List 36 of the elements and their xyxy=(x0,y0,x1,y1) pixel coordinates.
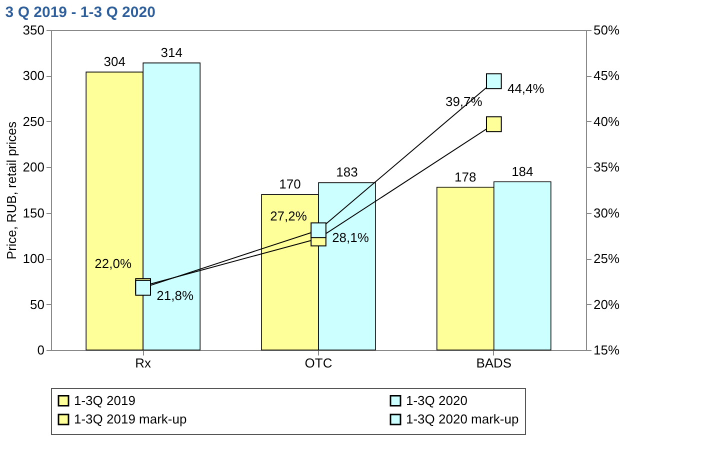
y2-tick-label: 50% xyxy=(594,22,620,38)
legend-label: 1-3Q 2020 xyxy=(406,392,468,408)
data-label: 314 xyxy=(160,44,182,60)
y2-tick-label: 15% xyxy=(594,342,620,358)
legend-label: 1-3Q 2019 mark-up xyxy=(74,412,187,426)
data-label: 184 xyxy=(512,164,534,179)
y-tick-label: 50 xyxy=(30,296,44,312)
y-tick-label: 200 xyxy=(22,160,44,175)
data-label: 304 xyxy=(104,54,126,70)
data-label: 178 xyxy=(454,169,476,184)
data-label: 183 xyxy=(336,164,358,180)
y-axis-title: Price, RUB, retail prices xyxy=(4,121,19,260)
y2-tick-label: 20% xyxy=(594,296,620,312)
data-label: 21,8% xyxy=(156,288,194,303)
data-label: 170 xyxy=(279,176,301,192)
data-label: 44,4% xyxy=(507,81,545,96)
legend-label: 1-3Q 2020 mark-up xyxy=(406,412,519,426)
x-tick-label: BADS xyxy=(476,356,512,370)
legend-label: 1-3Q 2019 xyxy=(74,392,136,408)
y2-tick-label: 25% xyxy=(594,251,620,266)
y-tick-label: 250 xyxy=(22,114,44,129)
y2-tick-label: 30% xyxy=(594,205,620,220)
data-label: 28,1% xyxy=(332,230,370,246)
x-tick-label: Rx xyxy=(135,356,152,370)
y2-tick-label: 45% xyxy=(594,68,620,84)
y-tick-label: 150 xyxy=(22,205,44,220)
x-tick-label: OTC xyxy=(304,356,332,370)
y-tick-label: 0 xyxy=(37,342,44,358)
y2-tick-label: 35% xyxy=(594,160,620,175)
y-tick-label: 350 xyxy=(22,22,44,38)
y2-tick-label: 40% xyxy=(594,114,620,129)
y-tick-label: 300 xyxy=(22,68,44,84)
chart-title: 3 Q 2019 - 1-3 Q 2020 xyxy=(5,4,156,21)
data-label: 27,2% xyxy=(270,208,308,224)
data-label: 22,0% xyxy=(94,256,132,271)
y-tick-label: 100 xyxy=(22,251,44,266)
